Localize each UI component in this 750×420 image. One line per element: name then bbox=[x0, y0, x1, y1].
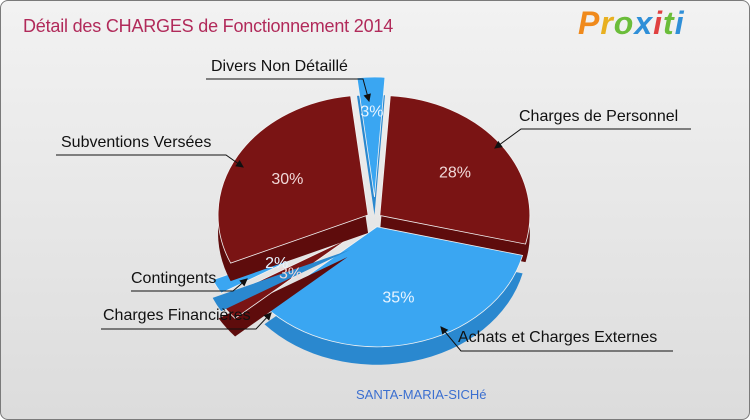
legend-label-charges-financieres: Charges Financières bbox=[103, 307, 251, 324]
leader-arrow-subventions bbox=[235, 159, 244, 168]
pie-slice-achats bbox=[263, 226, 524, 348]
leader-line-subventions bbox=[56, 154, 244, 168]
leader-line-achats bbox=[440, 326, 673, 352]
pie-slice-side-financieres bbox=[218, 257, 348, 337]
commune-name: SANTA-MARIA-SICHé bbox=[356, 387, 487, 402]
proxiti-logo: Proxiti bbox=[578, 5, 685, 42]
logo-letter: x bbox=[634, 5, 654, 41]
pie-pct-label-personnel: 28% bbox=[439, 165, 471, 182]
leader-line-personnel bbox=[494, 128, 691, 149]
logo-letter: P bbox=[578, 5, 601, 41]
logo-letter: t bbox=[663, 5, 675, 41]
pie-pct-label-achats: 35% bbox=[382, 290, 414, 307]
pie-pct-label-financieres: 3% bbox=[279, 265, 302, 282]
legend-label-subventions-versees: Subventions Versées bbox=[61, 134, 212, 151]
legend-label-charges-personnel: Charges de Personnel bbox=[519, 108, 679, 125]
legend-label-contingents: Contingents bbox=[131, 270, 217, 287]
legend-label-achats-charges-externes: Achats et Charges Externes bbox=[458, 329, 658, 346]
pie-pct-label-divers: 3% bbox=[360, 104, 383, 121]
leader-arrow-divers bbox=[363, 93, 371, 103]
leader-arrow-contingents bbox=[239, 278, 248, 287]
legend-label-divers-non-detaille: Divers Non Détaillé bbox=[211, 58, 348, 75]
leader-arrow-financieres bbox=[263, 312, 272, 321]
leader-arrow-personnel bbox=[494, 140, 503, 149]
chart-title: Détail des CHARGES de Fonctionnement 201… bbox=[23, 16, 394, 36]
logo-letter: i bbox=[674, 5, 685, 41]
pie-pct-label-contingents: 2% bbox=[265, 255, 288, 272]
pie-slice-side-contingents bbox=[212, 249, 351, 312]
leader-arrow-achats bbox=[440, 326, 449, 335]
leader-line-financieres bbox=[101, 312, 272, 330]
pie-slice-subventions bbox=[217, 95, 369, 264]
logo-letter: i bbox=[653, 5, 664, 41]
logo-letter: o bbox=[613, 5, 635, 41]
leader-line-divers bbox=[206, 78, 370, 102]
pie-slice-divers bbox=[356, 76, 386, 198]
logo-letter: r bbox=[600, 5, 614, 41]
pie-pct-label-subventions: 30% bbox=[271, 171, 303, 188]
